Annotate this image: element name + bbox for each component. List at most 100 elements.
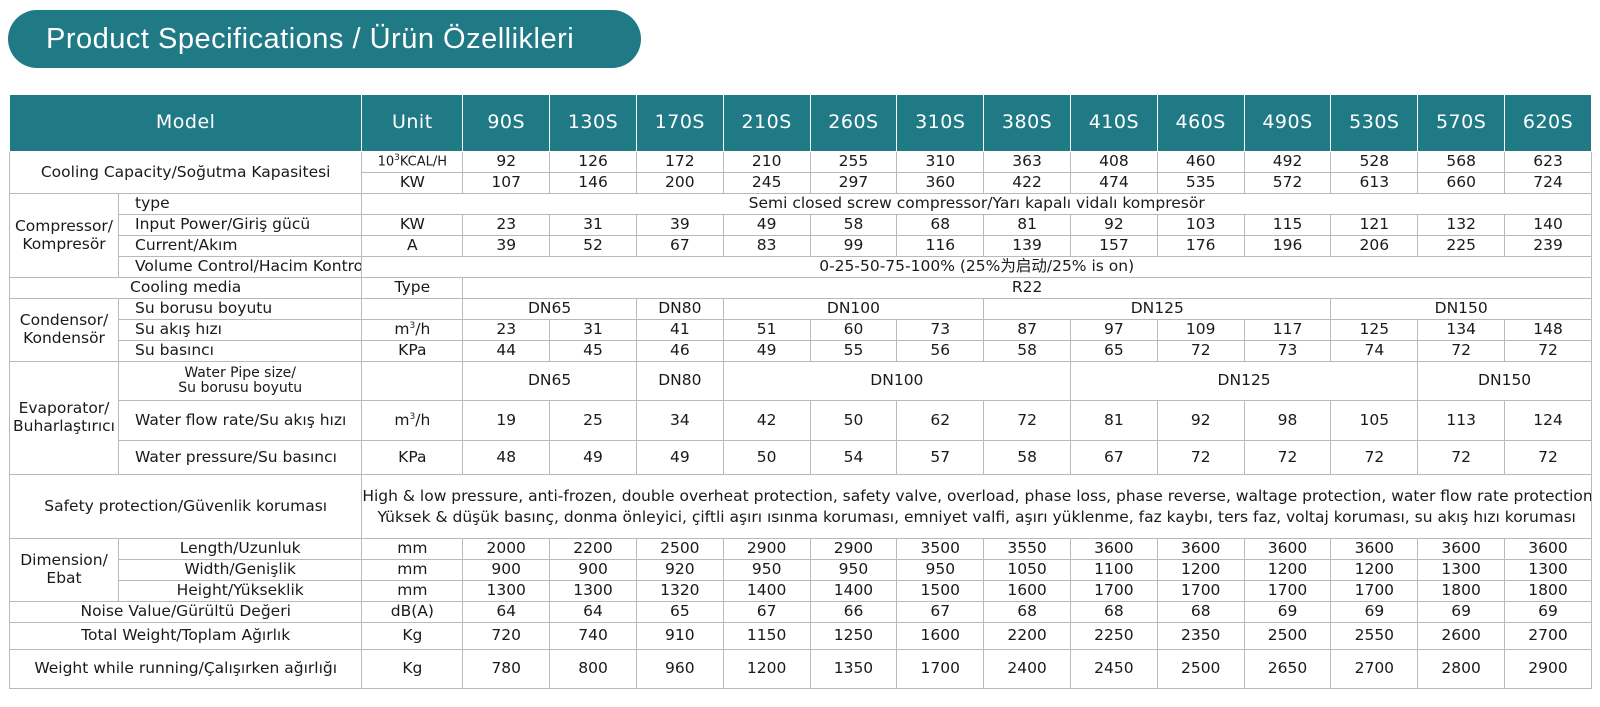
value-cell: 31 <box>549 214 637 236</box>
value-cell: 60 <box>809 319 898 341</box>
current-unit: A <box>361 235 464 257</box>
value-cell: 49 <box>722 214 811 236</box>
value-cell: 363 <box>983 151 1071 173</box>
condensor-flow-unit: m3/h <box>361 319 464 341</box>
value-cell: 210 <box>722 151 811 173</box>
value-cell: 124 <box>1504 400 1592 441</box>
table-row: Cooling media Type R22 <box>8 277 1592 299</box>
merged-value-cell: DN125 <box>1069 361 1419 401</box>
value-cell: 623 <box>1504 151 1592 173</box>
value-cell: 900 <box>462 559 551 581</box>
value-cell: 408 <box>1069 151 1158 173</box>
header-model-cell: 380S <box>983 94 1071 152</box>
spec-table: Model Unit 90S 130S 170S 210S 260S 310S … <box>8 94 1592 689</box>
value-cell: 25 <box>549 400 637 441</box>
table-row: Safety protection/Güvenlik koruması High … <box>8 474 1592 539</box>
value-cell: 960 <box>635 649 724 689</box>
value-cell: 2700 <box>1504 622 1592 650</box>
value-cell: 2600 <box>1417 622 1506 650</box>
value-cell: 54 <box>809 440 898 475</box>
value-cell: 3600 <box>1330 538 1419 560</box>
value-cell: 72 <box>1504 340 1592 362</box>
evaporator-pipe-label: Water Pipe size/Su borusu boyutu <box>118 361 363 401</box>
value-cell: 1200 <box>1330 559 1419 581</box>
value-cell: 92 <box>1069 214 1158 236</box>
value-cell: 73 <box>1243 340 1332 362</box>
evaporator-pressure-unit: KPa <box>361 440 464 475</box>
value-cell: 72 <box>1417 340 1506 362</box>
value-cell: 69 <box>1504 601 1592 623</box>
value-cell: 49 <box>635 440 724 475</box>
table-row: Noise Value/Gürültü Değeri dB(A) 64 64 65 67 6… <box>8 601 1592 623</box>
value-cell: 1700 <box>1069 580 1158 602</box>
value-cell: 2550 <box>1330 622 1419 650</box>
value-cell: 172 <box>635 151 724 173</box>
value-cell: 950 <box>809 559 898 581</box>
value-cell: 660 <box>1417 172 1506 194</box>
value-cell: 42 <box>722 400 811 441</box>
condensor-pipe-unit <box>361 298 464 320</box>
header-model-cell: 460S <box>1156 94 1245 152</box>
value-cell: 950 <box>722 559 811 581</box>
value-cell: 1320 <box>635 580 724 602</box>
value-cell: 72 <box>1504 440 1592 475</box>
length-unit: mm <box>361 538 464 560</box>
total-weight-unit: Kg <box>361 622 464 650</box>
value-cell: 99 <box>809 235 898 257</box>
merged-value-cell: DN100 <box>722 298 985 320</box>
value-cell: 1700 <box>1330 580 1419 602</box>
value-cell: 2700 <box>1330 649 1419 689</box>
value-cell: 109 <box>1156 319 1245 341</box>
compressor-type-value: Semi closed screw compressor/Yarı kapalı… <box>361 193 1592 215</box>
value-cell: 126 <box>549 151 637 173</box>
value-cell: 98 <box>1243 400 1332 441</box>
value-cell: 920 <box>635 559 724 581</box>
value-cell: 72 <box>1156 440 1245 475</box>
value-cell: 87 <box>983 319 1071 341</box>
value-cell: 2500 <box>635 538 724 560</box>
unit-tail: /h <box>415 320 431 339</box>
value-cell: 2000 <box>462 538 551 560</box>
merged-value-cell: DN100 <box>722 361 1071 401</box>
value-cell: 51 <box>722 319 811 341</box>
value-cell: 1350 <box>809 649 898 689</box>
value-cell: 19 <box>462 400 551 441</box>
volume-control-label: Volume Control/Hacim Kontrolü <box>118 256 363 278</box>
value-cell: 39 <box>462 235 551 257</box>
value-cell: 72 <box>1417 440 1506 475</box>
value-cell: 139 <box>983 235 1071 257</box>
header-model-cell: 210S <box>722 94 811 152</box>
value-cell: 68 <box>983 601 1071 623</box>
cooling-capacity-kw-unit: KW <box>361 172 464 194</box>
value-cell: 3500 <box>896 538 985 560</box>
safety-label: Safety protection/Güvenlik koruması <box>8 474 363 539</box>
value-cell: 67 <box>635 235 724 257</box>
value-cell: 41 <box>635 319 724 341</box>
value-cell: 72 <box>1330 440 1419 475</box>
table-row: Compressor/ Kompresör type Semi closed scr… <box>8 193 1592 278</box>
value-cell: 613 <box>1330 172 1419 194</box>
value-cell: 57 <box>896 440 985 475</box>
value-cell: 48 <box>462 440 551 475</box>
value-cell: 132 <box>1417 214 1506 236</box>
table-row: Current/Akım A 39 52 67 83 99 116 139 157 176 196 20… <box>10 235 1592 257</box>
header-row: Model Unit 90S 130S 170S 210S 260S 310S … <box>8 94 1592 152</box>
value-cell: 2200 <box>983 622 1071 650</box>
value-cell: 239 <box>1504 235 1592 257</box>
value-cell: 2350 <box>1156 622 1245 650</box>
table-row: Water flow rate/Su akış hızı m3/h 19 25 34 42… <box>10 400 1592 441</box>
value-cell: 50 <box>809 400 898 441</box>
cooling-media-value: R22 <box>462 277 1592 299</box>
merged-value-cell: DN65 <box>462 361 637 401</box>
page-title: Product Specifications / Ürün Özellikler… <box>8 10 641 68</box>
value-cell: 34 <box>635 400 724 441</box>
table-row: Total Weight/Toplam Ağırlık Kg 720 740 910 11… <box>8 622 1592 650</box>
value-cell: 255 <box>809 151 898 173</box>
value-cell: 72 <box>1156 340 1245 362</box>
value-cell: 1250 <box>809 622 898 650</box>
value-cell: 58 <box>983 440 1071 475</box>
value-cell: 900 <box>549 559 637 581</box>
table-row: Volume Control/Hacim Kontrolü 0-25-50-75-… <box>10 256 1592 278</box>
merged-value-cell: DN80 <box>635 298 724 320</box>
value-cell: 3600 <box>1417 538 1506 560</box>
